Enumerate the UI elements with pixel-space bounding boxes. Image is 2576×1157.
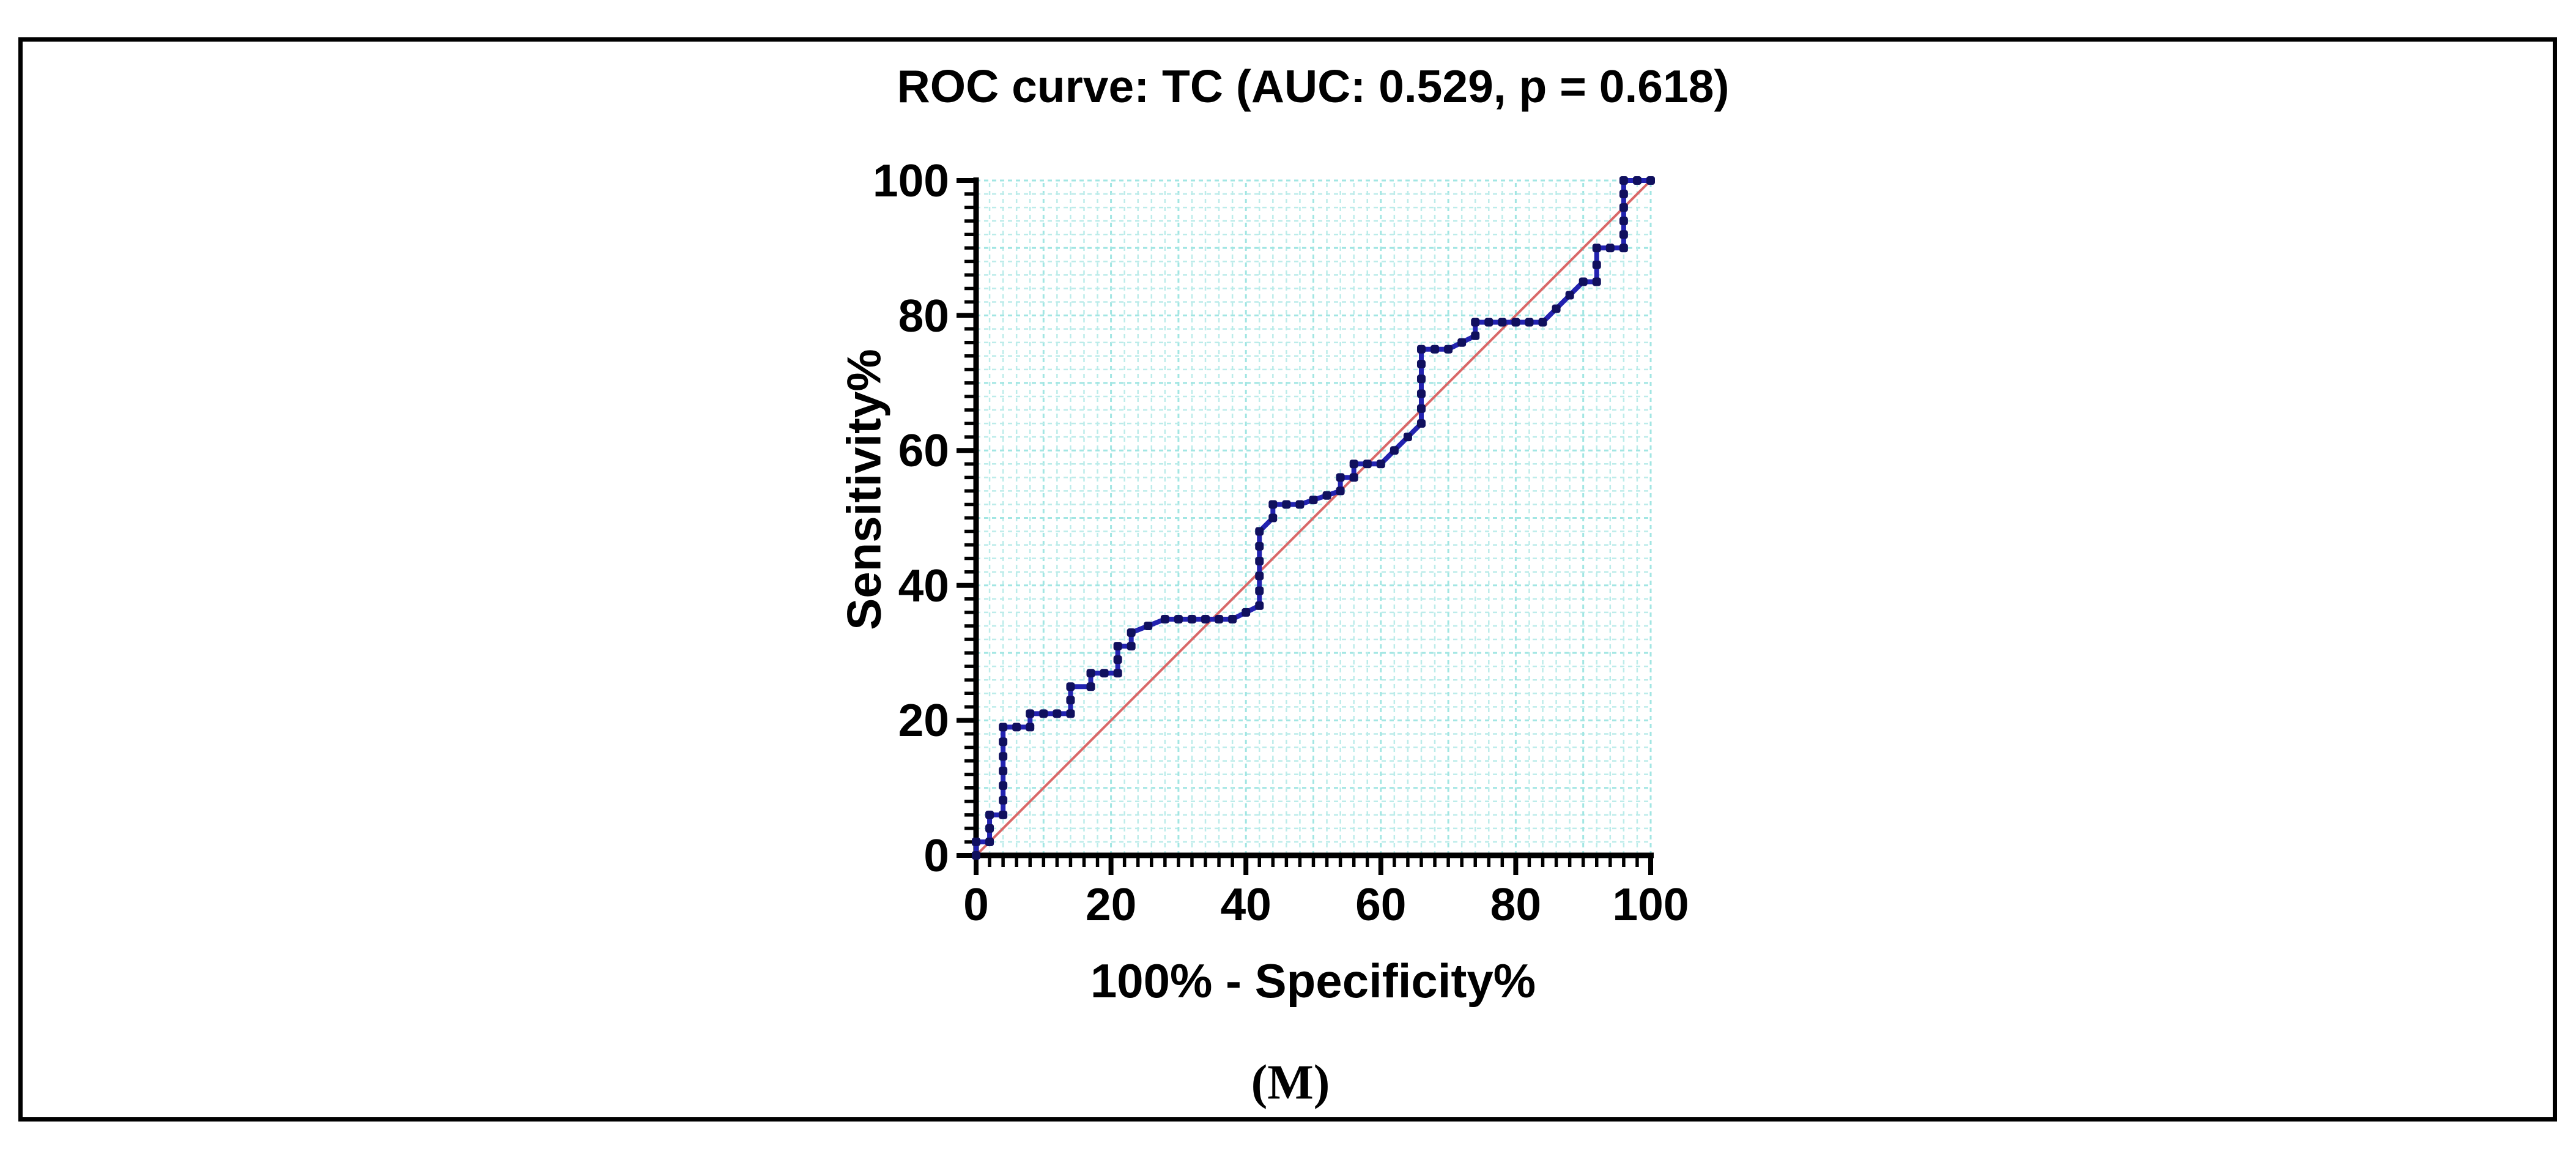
x-tick-label: 0 [963, 879, 989, 930]
x-tick-label: 80 [1490, 879, 1542, 930]
y-tick-label: 20 [898, 694, 949, 746]
x-tick-label: 100 [1612, 879, 1689, 930]
y-tick-label: 40 [898, 559, 949, 611]
x-tick-label: 20 [1085, 879, 1137, 930]
x-tick-label: 60 [1355, 879, 1407, 930]
y-tick-label: 100 [872, 155, 949, 206]
chart-title: ROC curve: TC (AUC: 0.529, p = 0.618) [897, 61, 1730, 112]
x-tick-label: 40 [1220, 879, 1271, 930]
panel-caption: (M) [1251, 1055, 1330, 1110]
figure-frame [18, 37, 2557, 1122]
y-tick-label: 60 [898, 425, 949, 477]
y-tick-label: 0 [923, 830, 949, 881]
x-axis-title: 100% - Specificity% [1090, 954, 1536, 1008]
y-axis-title: Sensitivity% [837, 349, 891, 630]
y-tick-label: 80 [898, 289, 949, 341]
